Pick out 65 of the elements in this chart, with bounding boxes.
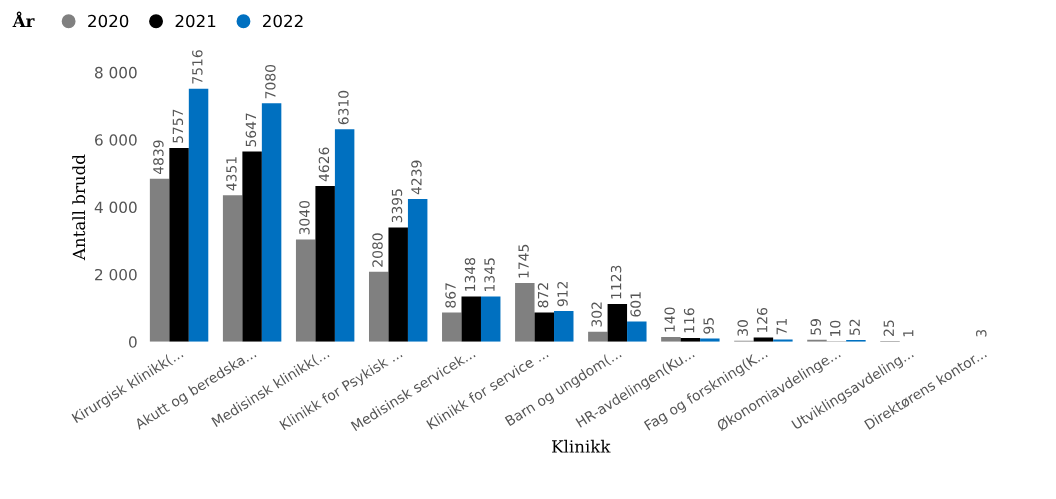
data-label: 25: [883, 320, 895, 336]
data-label: 601: [630, 292, 641, 317]
bar: [388, 227, 408, 342]
data-label: 3: [976, 329, 987, 337]
data-label: 4839: [153, 140, 164, 175]
data-label: 1348: [464, 257, 476, 291]
data-label: 71: [776, 318, 787, 335]
data-label: 2080: [372, 233, 383, 267]
bar: [607, 303, 628, 342]
bar: [188, 88, 209, 342]
data-label: 52: [849, 319, 860, 335]
bar: [627, 321, 647, 342]
data-label: 872: [537, 283, 549, 308]
x-axis-title: Klinikk: [552, 439, 611, 453]
y-tick-label: 8 000: [95, 66, 137, 79]
data-label: 3395: [391, 189, 403, 223]
data-label: 4626: [318, 147, 330, 182]
legend-label: 2022: [263, 14, 303, 28]
data-label: 4239: [411, 160, 422, 195]
data-label: 5647: [245, 113, 257, 147]
data-label: 1: [903, 330, 914, 337]
y-tick-label: 4 000: [94, 201, 137, 214]
bar: [554, 311, 574, 342]
data-label: 59: [810, 319, 821, 335]
y-tick-label: 6 000: [95, 134, 137, 146]
bar: [515, 283, 535, 342]
data-label: 10: [829, 320, 841, 336]
bar: [315, 186, 335, 342]
bar: [442, 312, 462, 342]
data-label: 6310: [338, 90, 349, 125]
y-tick-label: 0: [128, 336, 137, 348]
data-label: 30: [737, 320, 748, 336]
bar: [534, 312, 555, 342]
data-label: 3040: [299, 200, 310, 235]
bar: [295, 239, 316, 342]
bar: [261, 103, 282, 342]
bar: [480, 296, 501, 342]
data-label: 7080: [265, 64, 276, 99]
y-axis-title: Antall brudd: [72, 154, 86, 261]
bar: [149, 178, 170, 342]
data-label: 126: [756, 307, 768, 332]
data-label: 140: [664, 307, 675, 332]
bar: [588, 331, 608, 342]
bar: [242, 151, 262, 342]
data-label: 867: [445, 283, 456, 308]
bar: [407, 199, 428, 342]
bar: [461, 296, 481, 342]
data-label: 1745: [518, 244, 529, 278]
bar: [334, 129, 355, 342]
legend-label: 2021: [175, 14, 216, 28]
data-label: 95: [703, 318, 714, 334]
bar: [222, 195, 243, 342]
data-label: 912: [557, 281, 568, 307]
data-label: 1345: [484, 258, 495, 291]
data-label: 4351: [226, 157, 237, 191]
bar: [368, 271, 389, 342]
data-label: 302: [591, 302, 602, 327]
bar: [169, 147, 189, 342]
legend-title: År: [12, 11, 35, 28]
data-label: 5757: [172, 109, 184, 143]
data-label: 7516: [192, 50, 203, 84]
data-label: 116: [683, 308, 695, 333]
y-tick-label: 2 000: [95, 268, 137, 281]
data-label: 1123: [610, 265, 622, 299]
legend-label: 2020: [88, 14, 129, 28]
